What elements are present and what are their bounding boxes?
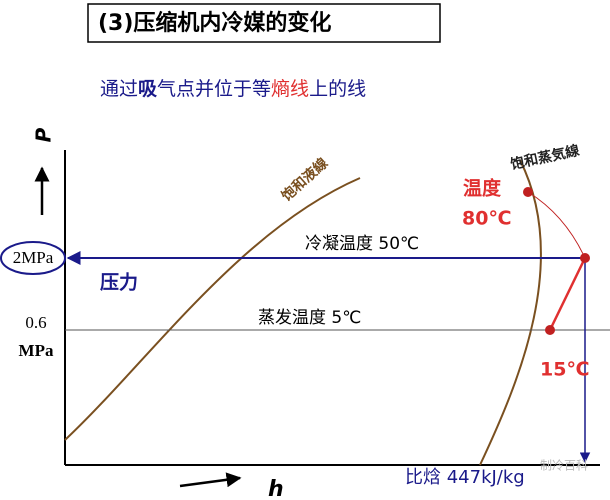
- high-pressure: 2MPa: [13, 248, 54, 267]
- pressure-label: 压力: [100, 271, 138, 294]
- pressure-ellipse: [0, 241, 66, 275]
- discharge-temp: 80℃: [462, 208, 511, 230]
- low-pressure-unit: MPa: [19, 341, 54, 360]
- compression-arc: [527, 191, 586, 259]
- temp-label: 温度: [463, 177, 502, 200]
- y-label: P: [32, 127, 56, 142]
- x-arrow: [179, 472, 242, 488]
- x-label: h: [268, 477, 284, 500]
- compression-line: [548, 257, 587, 331]
- condensing-label: 冷凝温度 50℃: [305, 234, 419, 254]
- point: [545, 325, 555, 335]
- low-pressure-value: 0.6: [25, 313, 46, 332]
- vapor-label: 饱和蒸気線: [509, 142, 581, 173]
- title-box: [87, 3, 441, 43]
- subtitle: 通过吸气点并位于等熵线上的线: [100, 78, 366, 100]
- title: (3)压缩机内冷媒的变化: [98, 10, 331, 36]
- watermark: 制冷百科: [540, 459, 588, 473]
- enthalpy-label: 比焓 447kJ/kg: [405, 467, 525, 488]
- point: [523, 187, 533, 197]
- suction-temp: 15℃: [540, 359, 589, 381]
- evaporating-label: 蒸发温度 5℃: [258, 308, 361, 328]
- liquid-curve: [64, 177, 361, 441]
- point: [580, 253, 590, 263]
- vapor-curve: [479, 159, 542, 466]
